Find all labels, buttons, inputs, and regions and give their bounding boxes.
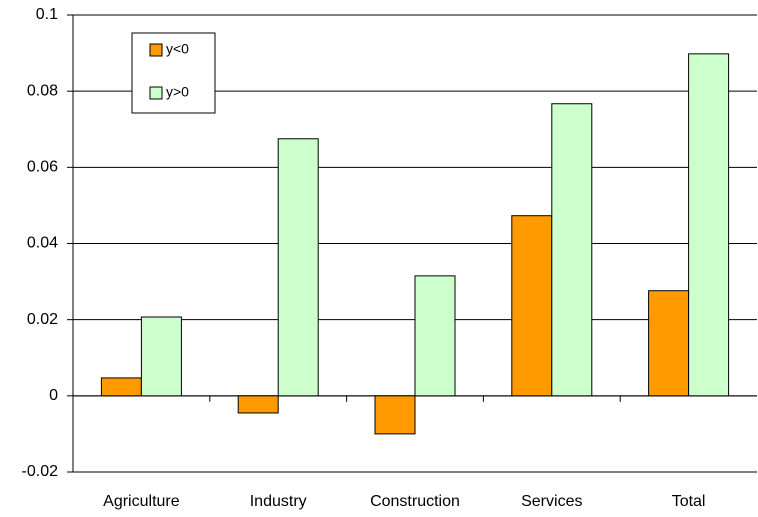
x-tick-label: Agriculture	[103, 493, 180, 510]
bar	[688, 53, 730, 397]
bar	[414, 275, 456, 397]
y-tick-label: 0	[49, 387, 58, 404]
legend-label: y>0	[166, 84, 189, 100]
legend-label: y<0	[166, 41, 189, 57]
x-tick-label: Services	[521, 493, 582, 510]
x-tick-label: Construction	[370, 493, 460, 510]
bar	[237, 395, 279, 414]
bar	[648, 290, 690, 397]
legend: y<0 y>0	[131, 32, 216, 114]
legend-swatch	[149, 43, 163, 57]
x-tick-label: Industry	[250, 493, 307, 510]
y-tick-label: 0.04	[27, 235, 58, 252]
bar	[100, 377, 142, 397]
bar	[140, 316, 182, 397]
bar	[374, 395, 416, 435]
y-tick-label: 0.02	[27, 311, 58, 328]
y-tick-label: 0.08	[27, 82, 58, 99]
x-tick-label: Total	[672, 493, 706, 510]
bar	[511, 215, 553, 397]
bar	[551, 103, 593, 397]
legend-box	[131, 32, 216, 114]
bar	[277, 138, 319, 397]
y-tick-label: 0.06	[27, 159, 58, 176]
y-tick-label: 0.1	[36, 6, 58, 23]
legend-swatch	[149, 86, 163, 100]
y-tick-label: -0.02	[22, 463, 59, 480]
